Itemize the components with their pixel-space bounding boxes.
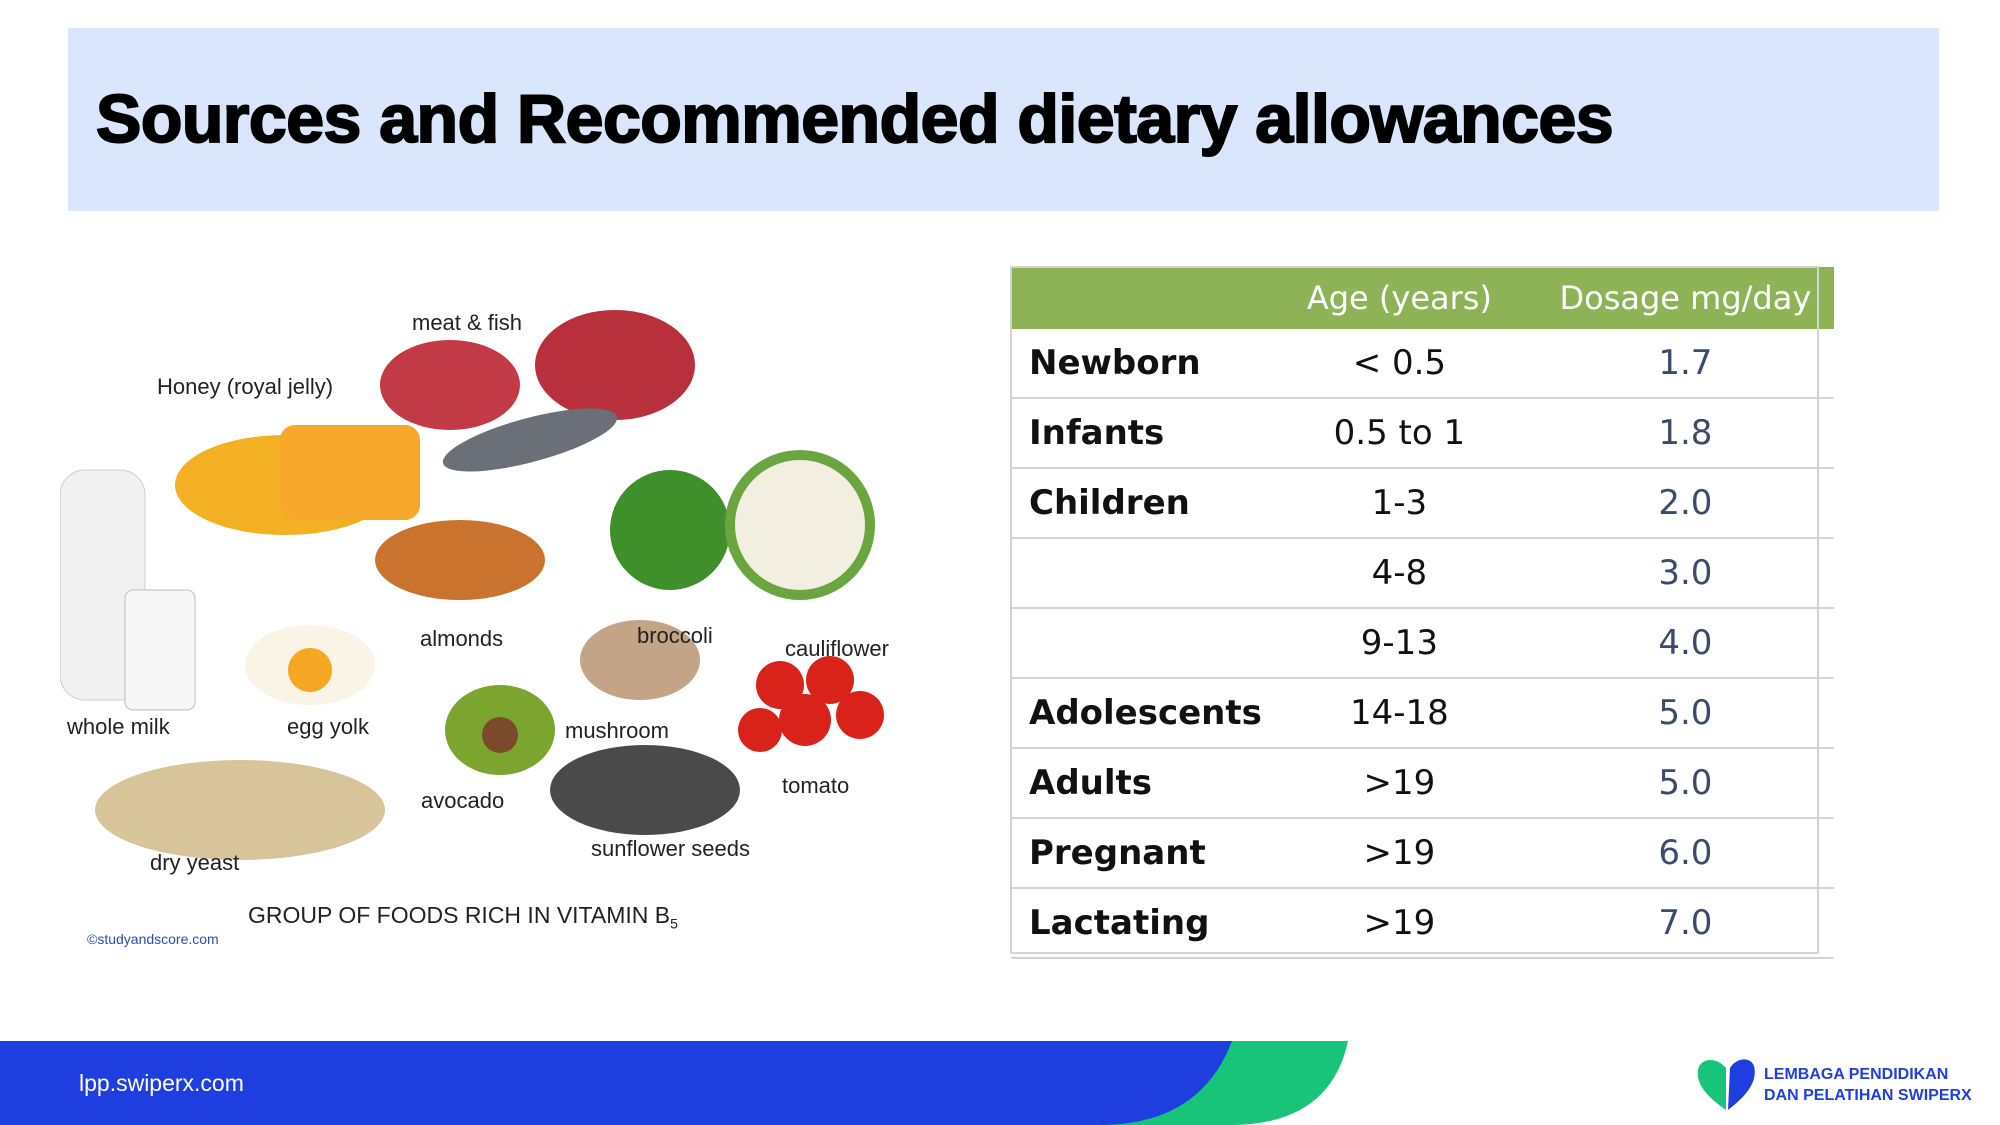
food-label: meat & fish bbox=[412, 310, 523, 335]
table-cell: 2.0 bbox=[1536, 468, 1834, 539]
food-label: egg yolk bbox=[287, 714, 369, 739]
table-cell: 5.0 bbox=[1536, 678, 1834, 749]
food-label: mushroom bbox=[565, 718, 669, 743]
food-label: broccoli bbox=[637, 623, 713, 648]
logo-text: DAN PELATIHAN SWIPERX bbox=[1764, 1087, 1972, 1104]
food-label: almonds bbox=[420, 626, 504, 651]
table-row: Newborn < 0.5 1.7 bbox=[1011, 329, 1834, 399]
table-cell bbox=[1011, 608, 1262, 679]
caption-text: GROUP OF FOODS RICH IN VITAMIN B bbox=[248, 902, 671, 928]
table-cell: 14-18 bbox=[1261, 678, 1537, 749]
table-cell: 7.0 bbox=[1536, 888, 1834, 959]
footer-band bbox=[0, 1041, 1348, 1125]
table-cell: 4-8 bbox=[1261, 538, 1537, 609]
table-cell bbox=[1011, 538, 1262, 609]
table-row: Age (years) Dosage mg/day bbox=[1011, 267, 1834, 329]
table-row: 9-13 4.0 bbox=[1011, 608, 1834, 679]
logo-icon bbox=[1697, 1059, 1755, 1110]
table-cell: Adolescents bbox=[1011, 678, 1262, 749]
table-row: Pregnant >19 6.0 bbox=[1011, 818, 1834, 889]
header-cell: Age (years) bbox=[1261, 267, 1537, 329]
table-cell: 9-13 bbox=[1261, 608, 1537, 679]
food-label: sunflower seeds bbox=[591, 836, 750, 861]
food-label: whole milk bbox=[67, 714, 170, 739]
title-band bbox=[68, 28, 1939, 211]
dosage-table: Age (years) Dosage mg/day Newborn < 0.5 1.7 I… bbox=[1011, 267, 1834, 959]
table-cell: Pregnant bbox=[1011, 818, 1262, 889]
figure-caption: GROUP OF FOODS RICH IN VITAMIN B5 bbox=[248, 902, 678, 932]
table-cell: 5.0 bbox=[1536, 748, 1834, 819]
table-cell: 1.7 bbox=[1536, 329, 1834, 399]
food-label: tomato bbox=[782, 773, 850, 798]
food-illustration bbox=[60, 310, 884, 860]
table-cell: Adults bbox=[1011, 748, 1262, 819]
table-row: Infants 0.5 to 1 1.8 bbox=[1011, 398, 1834, 469]
table-cell: < 0.5 bbox=[1261, 329, 1537, 399]
table-cell: >19 bbox=[1261, 888, 1537, 959]
table-cell: 0.5 to 1 bbox=[1261, 398, 1537, 469]
figure-credit: ©studyandscore.com bbox=[87, 931, 219, 947]
table-cell: Newborn bbox=[1011, 329, 1262, 399]
slide-title: Sources and Recommended dietary allowanc… bbox=[95, 80, 1615, 158]
table-cell: 1.8 bbox=[1536, 398, 1834, 469]
table-cell: Children bbox=[1011, 468, 1262, 539]
caption-subscript: 5 bbox=[670, 915, 678, 932]
table-cell: 6.0 bbox=[1536, 818, 1834, 889]
food-label: avocado bbox=[421, 788, 505, 813]
table-row: 4-8 3.0 bbox=[1011, 538, 1834, 609]
table-cell: >19 bbox=[1261, 818, 1537, 889]
table-cell: >19 bbox=[1261, 748, 1537, 819]
header-cell bbox=[1011, 267, 1262, 329]
footer-url: lpp.swiperx.com bbox=[79, 1070, 244, 1096]
table-cell: Infants bbox=[1011, 398, 1262, 469]
food-label: cauliflower bbox=[785, 636, 889, 661]
table-cell: 3.0 bbox=[1536, 538, 1834, 609]
table-row: Adults >19 5.0 bbox=[1011, 748, 1834, 819]
header-cell: Dosage mg/day bbox=[1536, 267, 1834, 329]
food-label: Honey (royal jelly) bbox=[157, 374, 334, 399]
table-border bbox=[1010, 266, 1819, 954]
table-cell: 1-3 bbox=[1261, 468, 1537, 539]
table-row: Children 1-3 2.0 bbox=[1011, 468, 1834, 539]
food-label: dry yeast bbox=[150, 850, 240, 875]
table-cell: 4.0 bbox=[1536, 608, 1834, 679]
table-cell: Lactating bbox=[1011, 888, 1262, 959]
logo-text: LEMBAGA PENDIDIKAN bbox=[1764, 1066, 1949, 1083]
table-row: Lactating >19 7.0 bbox=[1011, 888, 1834, 959]
table-row: Adolescents 14-18 5.0 bbox=[1011, 678, 1834, 749]
